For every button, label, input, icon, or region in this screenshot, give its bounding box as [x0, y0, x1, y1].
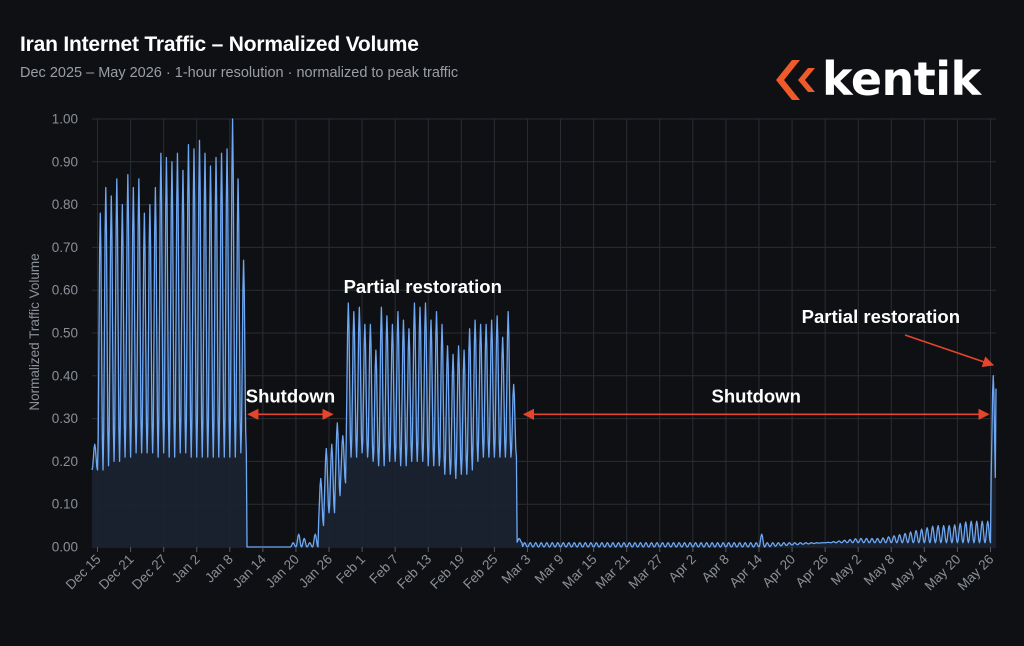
y-tick-label: 0.10: [52, 497, 78, 512]
x-tick-label: Dec 27: [129, 552, 170, 593]
annotation-layer: Partial restoration Shutdown Shutdown Parti…: [246, 276, 995, 420]
chart-title: Iran Internet Traffic – Normalized Volum…: [20, 33, 419, 56]
y-tick-label: 0.70: [52, 240, 78, 255]
x-tick-label: Mar 27: [626, 552, 666, 592]
x-tick-label: Feb 13: [394, 552, 434, 592]
y-tick-label: 0.30: [52, 411, 78, 426]
x-tick-label: May 2: [828, 552, 865, 589]
x-tick-label: Jan 26: [296, 552, 335, 591]
x-tick-label: Dec 21: [96, 552, 137, 593]
traffic-area-fill: [92, 119, 996, 547]
kentik-wordmark: kentik: [822, 52, 981, 106]
x-tick-label: Apr 20: [759, 552, 798, 591]
y-tick-label: 0.00: [52, 540, 78, 555]
area-layer: [92, 119, 996, 547]
y-tick-label: 1.00: [52, 112, 78, 127]
x-tick-label: Mar 15: [559, 552, 599, 592]
y-tick-label: 0.40: [52, 368, 78, 383]
annotation-arrow-label: Partial restoration: [802, 306, 960, 327]
annotation-arrow: [904, 334, 995, 368]
x-tick-label: May 26: [955, 552, 997, 594]
line-layer: [91, 118, 997, 548]
annotation-shutdown-label: Shutdown: [246, 385, 335, 406]
chart-subtitle: Dec 2025 – May 2026 · 1-hour resolution …: [20, 65, 459, 81]
x-tick-label: Feb 1: [333, 552, 368, 587]
y-tick-label: 0.60: [52, 283, 78, 298]
annotation-partial-restoration: Partial restoration: [344, 276, 502, 297]
y-axis-label: Normalized Traffic Volume: [27, 253, 42, 410]
x-tick-label: Dec 15: [63, 552, 104, 593]
x-tick-label: May 20: [922, 552, 964, 594]
annotation-shutdown-label: Shutdown: [712, 385, 801, 406]
kentik-chevron-icon: [776, 60, 815, 100]
kentik-logo: kentik: [772, 52, 982, 106]
x-tick-label: Jan 20: [263, 552, 302, 591]
x-tick-label: Apr 26: [793, 552, 832, 591]
x-tick-label: Feb 19: [427, 552, 467, 592]
x-tick-label: Apr 14: [726, 551, 765, 590]
x-tick-label: Apr 2: [666, 552, 699, 585]
y-tick-label: 0.90: [52, 154, 78, 169]
traffic-series-line: [91, 118, 997, 548]
y-tick-label: 0.80: [52, 197, 78, 212]
x-tick-label: May 14: [889, 551, 931, 593]
x-tick-label: Mar 3: [499, 552, 534, 587]
y-tick-label: 0.50: [52, 326, 78, 341]
x-tick-label: Jan 2: [169, 552, 203, 586]
x-tick-label: Feb 25: [460, 552, 500, 592]
y-tick-label: 0.20: [52, 454, 78, 469]
x-tick-label: Mar 21: [592, 552, 632, 592]
x-tick-label: Jan 14: [230, 551, 270, 591]
